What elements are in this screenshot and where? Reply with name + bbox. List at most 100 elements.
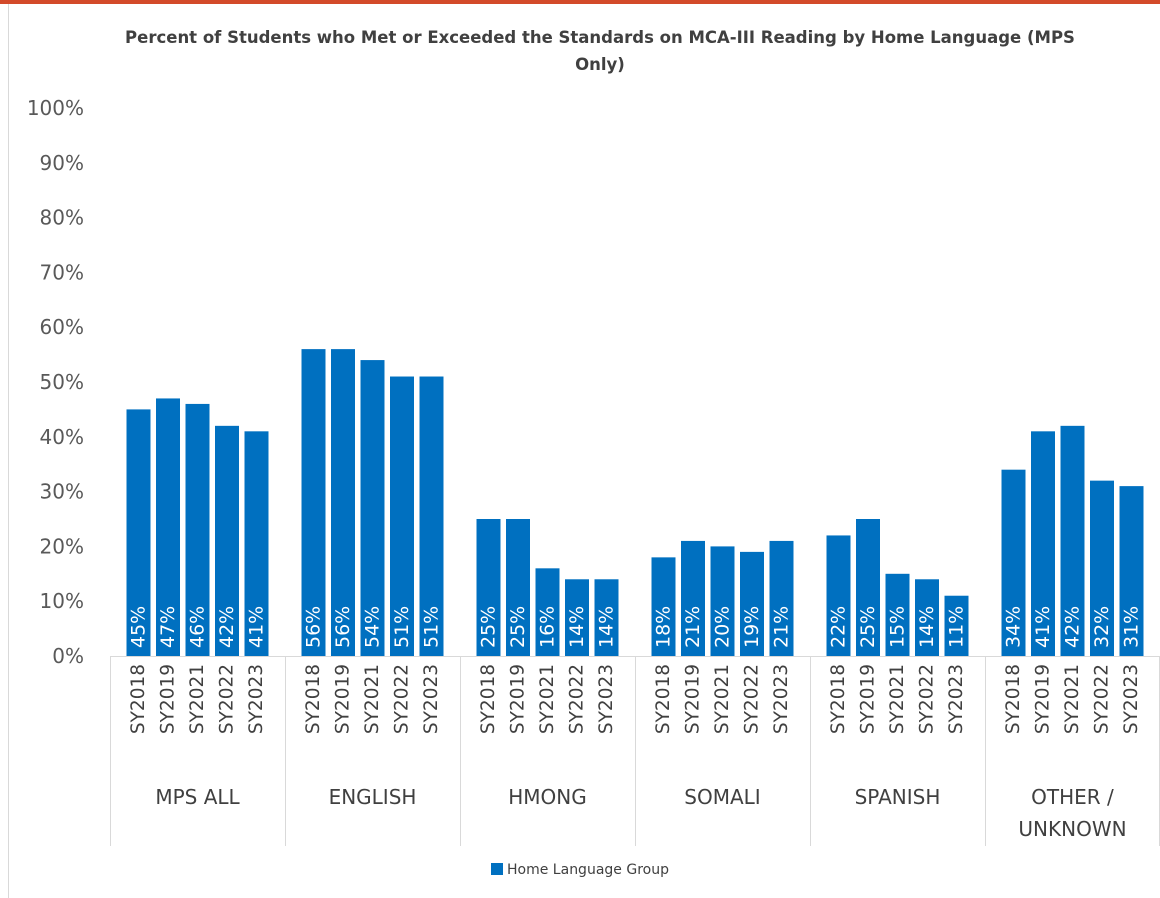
bar — [856, 519, 880, 656]
bar-value-label: 25% — [857, 606, 879, 648]
x-tick-label: SY2022 — [917, 664, 938, 734]
bar — [1119, 486, 1144, 656]
chart-title: Percent of Students who Met or Exceeded … — [125, 28, 1075, 74]
y-tick-label: 70% — [40, 260, 84, 284]
bar-value-label: 14% — [916, 606, 938, 648]
bar-value-label: 56% — [303, 606, 325, 648]
bar-value-label: 15% — [887, 606, 909, 648]
bar — [126, 409, 151, 656]
x-tick-label: SY2019 — [683, 664, 704, 734]
bar — [390, 376, 414, 656]
x-tick-label: SY2022 — [392, 664, 413, 734]
category-label: MPS ALL — [155, 785, 240, 809]
x-tick-label: SY2023 — [946, 664, 967, 734]
x-tick-label: SY2022 — [742, 664, 763, 734]
x-tick-label: SY2023 — [771, 664, 792, 734]
bar — [769, 540, 794, 656]
bar-value-label: 51% — [391, 606, 413, 648]
x-tick-label: SY2021 — [187, 664, 208, 734]
bar-value-label: 46% — [187, 606, 209, 648]
bar-value-label: 18% — [653, 606, 675, 648]
bar — [885, 573, 910, 656]
x-tick-label: SY2023 — [246, 664, 267, 734]
x-tick-label: SY2023 — [1121, 664, 1142, 734]
legend: Home Language Group — [0, 862, 1160, 878]
bar-value-label: 31% — [1121, 606, 1143, 648]
bar — [710, 546, 735, 656]
bar-value-label: 14% — [566, 606, 588, 648]
x-tick-label: SY2021 — [887, 664, 908, 734]
bar-value-label: 56% — [332, 606, 354, 648]
bar — [506, 519, 530, 656]
bar-value-label: 51% — [421, 606, 443, 648]
x-tick-label: SY2018 — [478, 664, 499, 734]
x-tick-label: SY2023 — [421, 664, 442, 734]
y-tick-label: 50% — [40, 370, 84, 394]
category-label: HMONG — [508, 785, 587, 809]
x-tick-label: SY2023 — [596, 664, 617, 734]
x-tick-label: SY2018 — [653, 664, 674, 734]
bar-value-label: 32% — [1091, 606, 1113, 648]
bar — [301, 349, 326, 656]
bar-value-label: 11% — [946, 606, 968, 648]
bar — [215, 425, 239, 656]
x-tick-label: SY2021 — [712, 664, 733, 734]
x-tick-label: SY2021 — [1062, 664, 1083, 734]
bar-value-label: 45% — [128, 606, 150, 648]
bar-value-label: 25% — [478, 606, 500, 648]
x-tick-label: SY2021 — [537, 664, 558, 734]
bar-value-label: 21% — [682, 606, 704, 648]
bar-value-label: 22% — [828, 606, 850, 648]
y-tick-label: 20% — [40, 534, 84, 558]
bar-value-label: 16% — [537, 606, 559, 648]
category-label: ENGLISH — [329, 785, 417, 809]
x-tick-label: SY2018 — [303, 664, 324, 734]
bar — [331, 349, 355, 656]
bar — [535, 568, 560, 656]
x-tick-label: SY2022 — [217, 664, 238, 734]
legend-swatch — [491, 863, 504, 875]
y-axis: 0% 10% 20% 30% 40% 50% 60% 70% 80% 90% 100% — [27, 96, 84, 668]
bar — [944, 595, 969, 656]
bar-value-label: 42% — [216, 606, 238, 648]
legend-label: Home Language Group — [507, 862, 669, 878]
x-tick-label: SY2022 — [567, 664, 588, 734]
bar — [826, 535, 851, 656]
bar-value-label: 42% — [1062, 606, 1084, 648]
bar — [565, 579, 589, 656]
bar — [244, 431, 269, 656]
bar-value-label: 34% — [1003, 606, 1025, 648]
y-tick-label: 90% — [40, 151, 84, 175]
bar — [1060, 425, 1085, 656]
bar — [915, 579, 939, 656]
y-tick-label: 30% — [40, 480, 84, 504]
x-tick-label: SY2019 — [1033, 664, 1054, 734]
y-tick-label: 100% — [27, 96, 84, 120]
y-tick-label: 60% — [40, 315, 84, 339]
bar — [740, 551, 764, 656]
bar-value-label: 25% — [507, 606, 529, 648]
bar — [1031, 431, 1055, 656]
bar — [185, 403, 210, 656]
y-tick-label: 0% — [52, 644, 84, 668]
bar-value-label: 54% — [362, 606, 384, 648]
bars: 45% 47% 46% 42% 41% 56% 56% 54% 51% 51% 25% 25% 16% 1… — [126, 349, 1144, 656]
x-tick-label: SY2018 — [1003, 664, 1024, 734]
bar — [651, 557, 676, 656]
category-label: UNKNOWN — [1018, 817, 1126, 841]
chart-border-line — [8, 4, 9, 898]
y-tick-label: 10% — [40, 589, 84, 613]
bar — [476, 519, 501, 656]
category-label: SOMALI — [684, 785, 760, 809]
y-tick-label: 40% — [40, 425, 84, 449]
x-tick-label: SY2019 — [858, 664, 879, 734]
bar-value-label: 19% — [741, 606, 763, 648]
bar — [419, 376, 444, 656]
x-tick-label: SY2019 — [158, 664, 179, 734]
bar-value-label: 21% — [771, 606, 793, 648]
bar — [1090, 480, 1114, 656]
bar — [594, 579, 619, 656]
x-tick-label: SY2021 — [362, 664, 383, 734]
bar-value-label: 14% — [596, 606, 618, 648]
